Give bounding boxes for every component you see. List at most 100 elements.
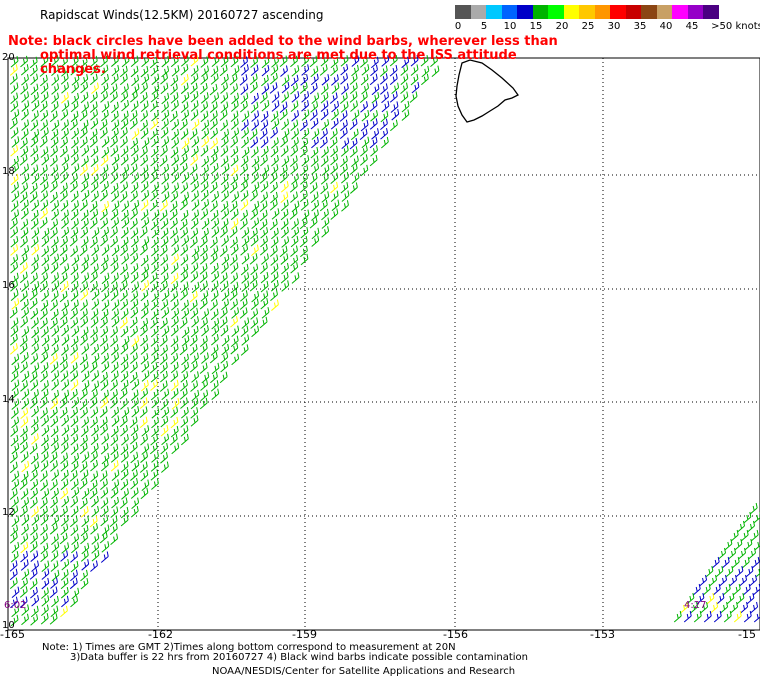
wind-barb [270,164,279,176]
wind-barb [71,486,80,499]
wind-barb [51,208,59,221]
wind-barb [240,119,249,131]
wind-barb [31,405,39,418]
wind-barb [31,343,39,356]
wind-barb [259,244,268,256]
wind-barb [19,154,28,166]
wind-barb [81,145,90,157]
wind-barb [21,119,30,131]
wind-barb [371,128,380,140]
wind-barb [310,155,319,167]
wind-barb [81,416,90,429]
wind-barb [250,317,259,329]
wind-barb [330,181,339,194]
wind-barb [111,217,120,229]
wind-barb [149,100,158,112]
wind-barb [10,425,19,437]
wind-barb [261,56,270,69]
wind-barb [270,236,279,248]
wind-barb [149,362,158,374]
wind-barb [40,272,49,285]
wind-barb [19,586,28,598]
wind-barb [210,209,219,222]
wind-barb [251,155,260,168]
wind-barb [201,65,209,77]
wind-barb [21,245,30,257]
wind-barb [201,218,210,230]
wind-barb [11,442,20,455]
wind-barb [211,271,220,283]
wind-barb [290,262,299,274]
wind-barb [51,272,59,284]
wind-barb [69,388,78,401]
wind-barb [39,164,48,176]
wind-barb [30,145,39,157]
wind-barb [111,127,119,140]
wind-barb [341,137,350,149]
wind-barb [100,371,108,384]
wind-barb [21,298,29,311]
wind-barb [61,217,69,229]
wind-barb [130,325,138,338]
wind-barb [150,172,158,184]
wind-barb [120,379,129,392]
lon-label-159: -159 [292,628,317,641]
wind-barb [79,56,88,69]
wind-barb [191,281,200,294]
wind-barb [21,604,30,616]
wind-barb [81,217,89,230]
wind-barb [249,128,258,140]
wind-barb [370,64,378,77]
wind-barb [279,108,288,121]
wind-barb [209,154,218,166]
wind-barb [51,469,60,481]
wind-barb [100,91,108,103]
wind-barb [161,55,170,68]
wind-barb [49,613,58,625]
wind-barb [260,191,269,204]
wind-barb [181,361,190,374]
wind-barb [70,280,79,293]
wind-barb [89,91,98,104]
wind-barb [70,569,78,582]
wind-barb [40,127,49,139]
wind-barb [189,236,198,249]
wind-barb [111,244,120,257]
wind-barb [190,65,199,77]
wind-barb [329,92,338,104]
wind-barb [150,371,159,383]
wind-barb [80,316,89,328]
wind-barb [169,434,178,446]
wind-barb [181,91,190,104]
wind-barb [189,299,198,312]
wind-barb [100,343,109,355]
wind-barb [300,253,309,266]
wind-barb [41,154,50,166]
wind-barb [280,218,289,230]
wind-barb [11,416,20,429]
wind-barb [230,244,239,256]
wind-barb [61,128,69,140]
wind-barb [271,100,280,112]
wind-barb [747,520,755,533]
wind-barb [10,272,19,285]
wind-barb [149,442,158,455]
wind-barb [69,470,78,482]
colorbar-label: 5 [480,21,488,32]
wind-barb [151,135,159,148]
wind-barb [210,308,219,321]
wind-barb [79,353,88,366]
wind-barb [80,506,89,518]
wind-barb [210,344,219,356]
wind-barb [189,163,198,176]
wind-barb [61,209,69,222]
wind-barb [59,316,68,329]
wind-barb [180,55,189,67]
wind-barb [751,556,760,569]
colorbar-segment [610,5,626,19]
wind-barb [299,217,308,230]
wind-barb [411,81,420,94]
wind-barb [100,424,108,436]
wind-barb [80,74,89,86]
wind-barb [180,271,189,283]
